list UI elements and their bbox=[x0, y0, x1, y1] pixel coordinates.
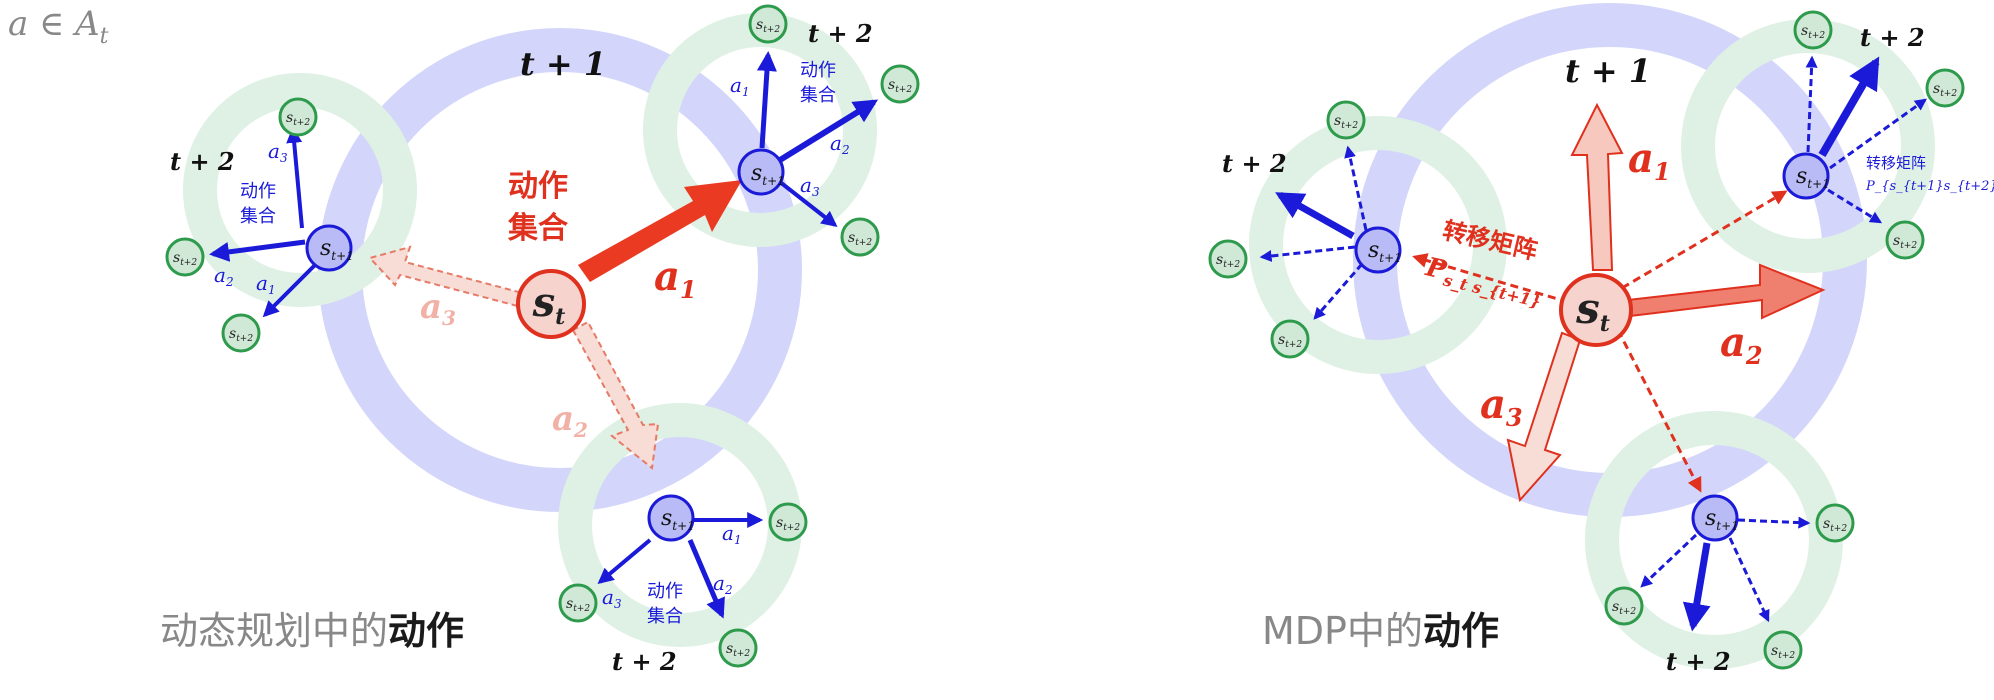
arrow-a2-left bbox=[571, 320, 660, 470]
svg-text:st+1: st+1 bbox=[1705, 506, 1739, 533]
arrow-a1-right bbox=[1570, 102, 1624, 271]
node-st-right: st bbox=[1559, 273, 1633, 347]
label-t2-right-c: t + 2 bbox=[1666, 647, 1731, 676]
svg-text:a1: a1 bbox=[730, 73, 750, 99]
right-panel: st st+1 st+1 st+1 bbox=[1208, 3, 1994, 676]
formula: a ∈ At bbox=[8, 4, 109, 49]
svg-text:a1: a1 bbox=[256, 271, 276, 297]
svg-text:a3: a3 bbox=[268, 139, 288, 165]
label-t1-right: t + 1 bbox=[1565, 52, 1651, 90]
transition-arrow-top bbox=[1621, 190, 1788, 290]
transition-label-small: 转移矩阵 bbox=[1866, 154, 1926, 172]
label-t2-left-b: t + 2 bbox=[808, 19, 873, 48]
left-panel: st st+1 st+1 st+1 bbox=[165, 4, 920, 676]
action-set-label-b1: 动作 bbox=[800, 60, 836, 81]
node-st1-left-b: st+1 bbox=[737, 51, 879, 227]
svg-text:st+1: st+1 bbox=[1796, 164, 1830, 191]
transition-arrow-bottom bbox=[1616, 329, 1702, 493]
green-nodes-right bbox=[1208, 10, 1965, 670]
node-st1-left-a: st+1 bbox=[209, 126, 354, 318]
node-st1-right-c: st+1 bbox=[1640, 494, 1811, 632]
svg-text:st: st bbox=[1575, 284, 1610, 337]
svg-text:a3: a3 bbox=[800, 173, 820, 199]
arrow-a3-right bbox=[1506, 331, 1582, 503]
green-nodes-left bbox=[165, 4, 920, 668]
svg-text:a2: a2 bbox=[713, 571, 733, 597]
node-st1-left-c: st+1 bbox=[597, 494, 764, 619]
node-st1-right-a: st+1 bbox=[1259, 145, 1402, 320]
action-set-label-a1: 动作 bbox=[240, 181, 276, 202]
arrow-a1-left bbox=[578, 180, 742, 282]
svg-text:a2: a2 bbox=[214, 263, 234, 289]
svg-text:st+1: st+1 bbox=[661, 506, 695, 533]
label-a1-left: a1 bbox=[654, 253, 697, 304]
label-t2-right-b: t + 2 bbox=[1860, 23, 1925, 52]
label-a2-left: a2 bbox=[552, 399, 588, 442]
transition-matrix-small: P_{s_{t+1}s_{t+2}} bbox=[1865, 179, 1994, 194]
action-set-label-c2: 集合 bbox=[647, 606, 683, 627]
arrow-a2-right bbox=[1626, 263, 1826, 320]
svg-text:st+1: st+1 bbox=[320, 236, 354, 263]
label-t2-right-a: t + 2 bbox=[1222, 149, 1287, 178]
svg-text:st: st bbox=[532, 279, 566, 330]
action-set-label-main-1: 动作 bbox=[508, 169, 568, 204]
label-t2-left-c: t + 2 bbox=[612, 647, 677, 676]
svg-text:a2: a2 bbox=[830, 131, 850, 157]
caption-left: 动态规划中的动作 bbox=[160, 609, 465, 653]
t2-ring-left-a bbox=[183, 73, 417, 307]
label-a3-right: a3 bbox=[1480, 381, 1523, 432]
label-a2-right: a2 bbox=[1720, 319, 1763, 370]
caption-right: MDP中的动作 bbox=[1262, 609, 1499, 653]
label-t2-left-a: t + 2 bbox=[170, 147, 235, 176]
action-set-label-b2: 集合 bbox=[800, 85, 836, 106]
label-a1-right: a1 bbox=[1628, 135, 1671, 186]
transition-arrow-left bbox=[1412, 253, 1569, 304]
svg-text:a3: a3 bbox=[602, 585, 622, 611]
label-a3-left: a3 bbox=[420, 287, 456, 330]
label-t1-left: t + 1 bbox=[520, 45, 606, 83]
node-st1-right-b: st+1 bbox=[1782, 55, 1927, 224]
action-set-label-c1: 动作 bbox=[647, 581, 683, 602]
svg-text:st+1: st+1 bbox=[751, 161, 785, 188]
arrow-a3-left bbox=[368, 245, 532, 310]
small-action-labels-left: a3 a2 a1 a1 a2 a3 a1 a3 a2 bbox=[214, 73, 850, 611]
action-set-label-a2: 集合 bbox=[240, 206, 276, 227]
svg-text:st+1: st+1 bbox=[1368, 238, 1402, 265]
t2-ring-right-a bbox=[1249, 116, 1507, 374]
action-set-label-main-2: 集合 bbox=[507, 211, 568, 246]
svg-text:a1: a1 bbox=[722, 521, 742, 547]
node-st-left: st bbox=[516, 269, 586, 339]
